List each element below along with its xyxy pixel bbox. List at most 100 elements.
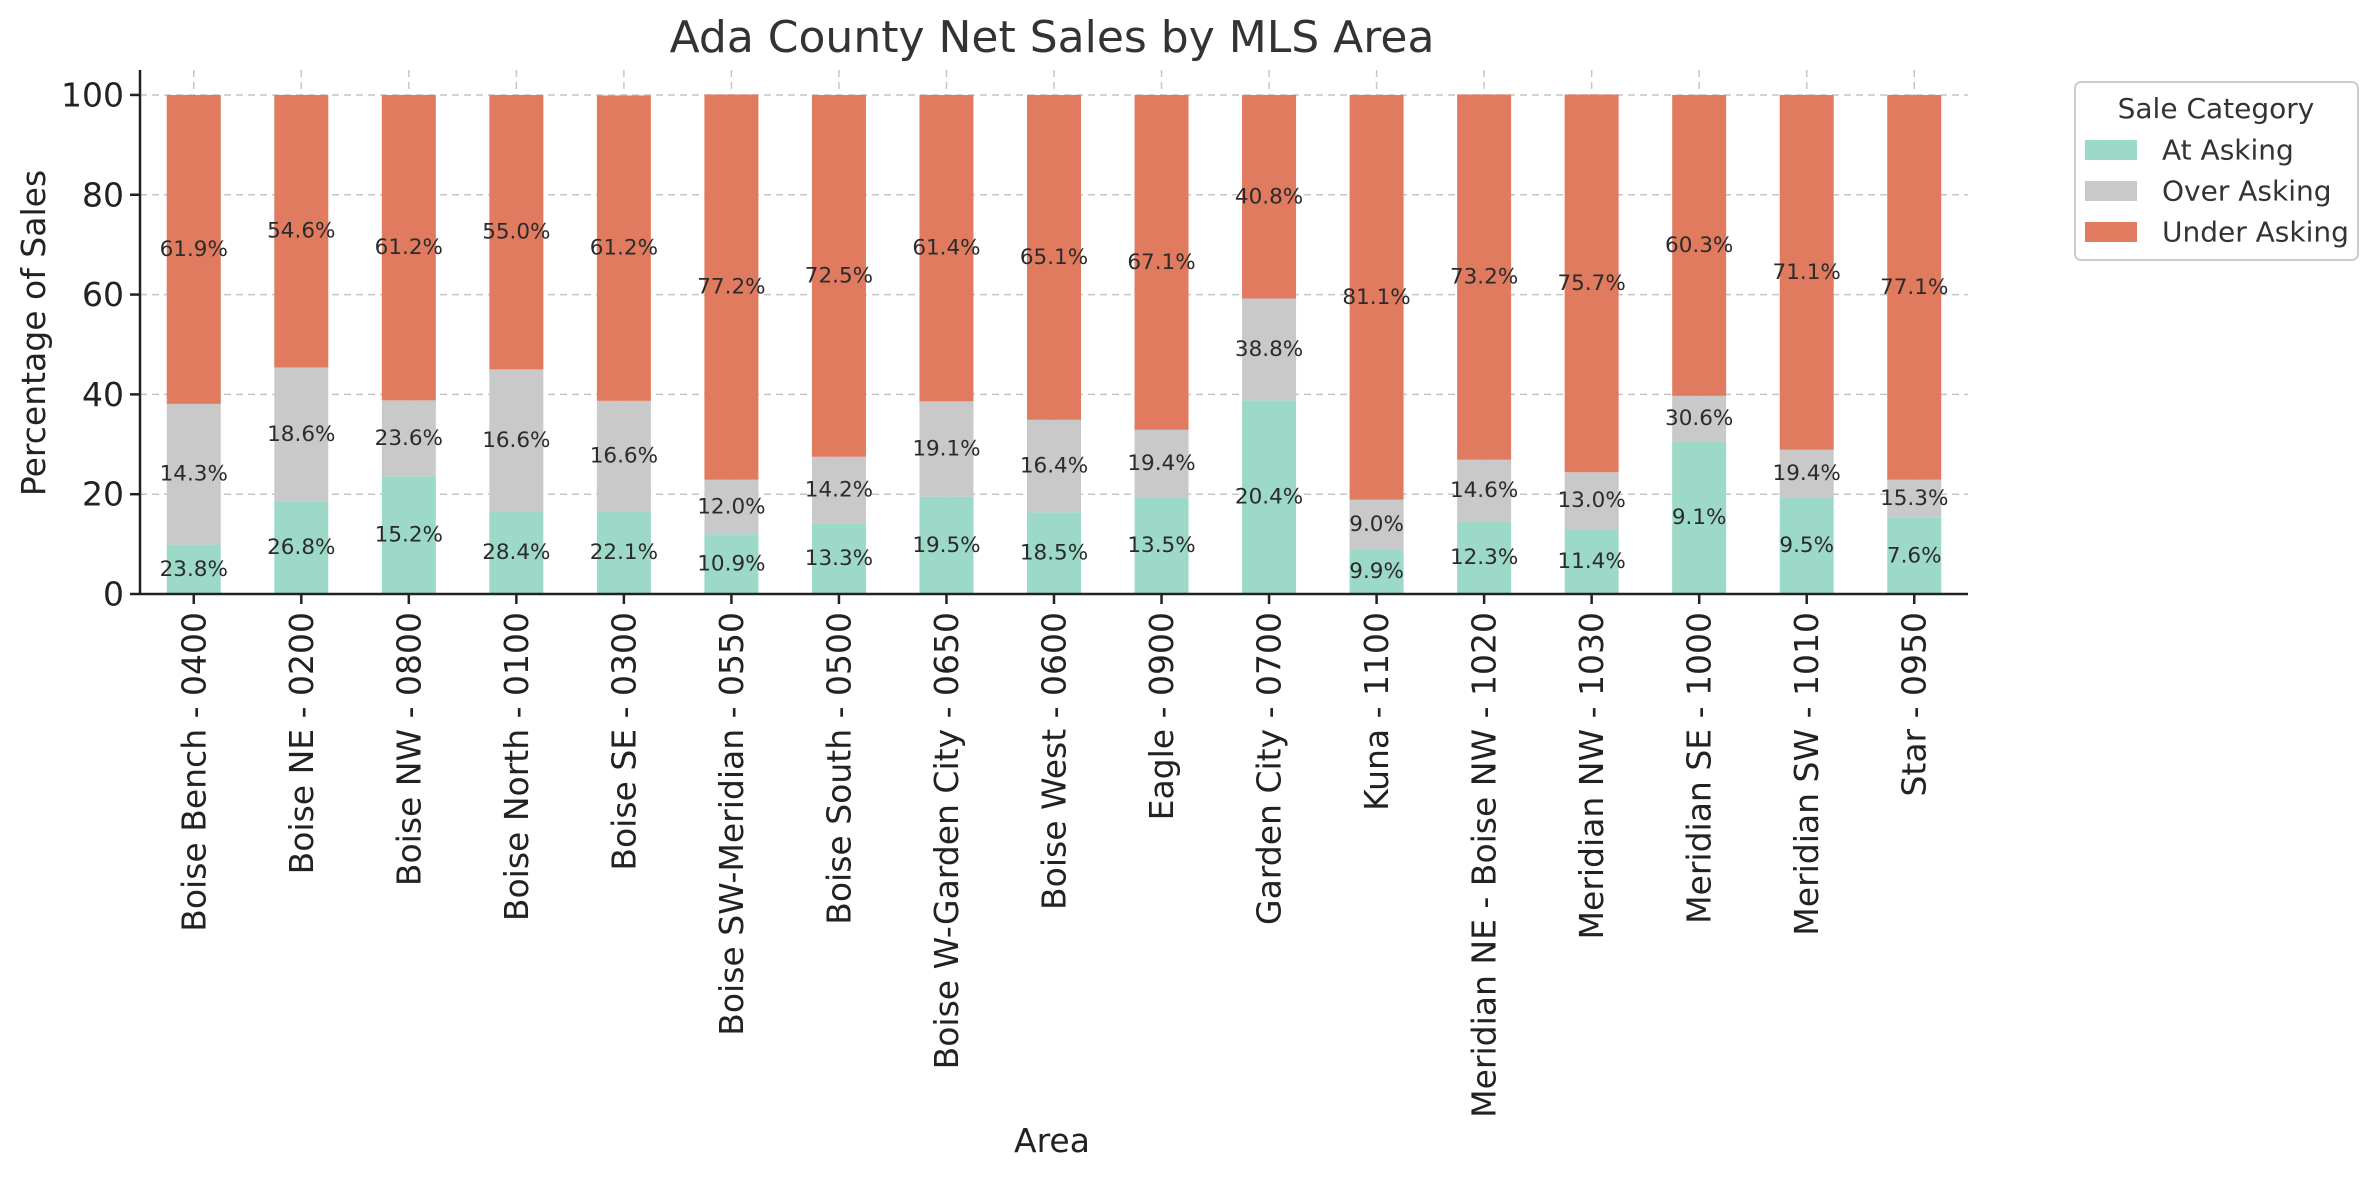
data-label: 15.3%	[1880, 486, 1948, 511]
legend-items: At Asking Over Asking Under Asking	[2085, 134, 2349, 249]
bar-segment-at-asking	[1457, 521, 1512, 594]
bar-segment-over-asking	[166, 403, 221, 545]
data-label: 61.9%	[160, 237, 228, 262]
data-label: 9.9%	[1349, 559, 1404, 584]
bar-segment-over-asking	[1457, 459, 1512, 522]
legend-entry-label: Over Asking	[2162, 175, 2332, 208]
bar-segment-at-asking	[811, 523, 866, 594]
legend-swatch	[2085, 181, 2137, 201]
bar-segment-over-asking	[1134, 429, 1189, 498]
bar-segment-under-asking	[704, 94, 759, 480]
data-label: 13.5%	[1127, 533, 1195, 558]
y-tick-label: 40	[82, 375, 124, 414]
bar-segment-at-asking	[1027, 512, 1081, 594]
bar-segment-under-asking	[1349, 94, 1404, 500]
bar-segment-under-asking	[381, 94, 436, 401]
data-label: 54.6%	[267, 219, 335, 244]
data-label: 13.0%	[1557, 488, 1625, 513]
data-label: 23.8%	[160, 557, 228, 582]
legend-frame	[2074, 81, 2359, 261]
bar-segment-at-asking	[1564, 529, 1619, 594]
x-tick-label: Boise West - 0600	[1035, 612, 1074, 910]
data-label: 16.4%	[1020, 453, 1088, 478]
data-label: 19.4%	[1127, 451, 1195, 476]
data-label: 81.1%	[1342, 285, 1410, 310]
y-axis-label: Percentage of Sales	[14, 170, 53, 496]
data-labels-layer: 23.8% 14.3% 61.9% 26.8% 18.6% 54.6% 15.2% 23.6%…	[160, 184, 1949, 584]
data-label: 61.4%	[912, 236, 980, 261]
bar-segment-under-asking	[1779, 94, 1834, 450]
bar-segment-under-asking	[811, 94, 866, 457]
x-tick-label: Eagle - 0900	[1142, 612, 1181, 820]
data-label: 18.6%	[267, 422, 335, 447]
data-label: 7.6%	[1887, 543, 1942, 568]
x-tick-label: Boise W-Garden City - 0650	[927, 612, 966, 1069]
x-tick-label: Boise Bench - 0400	[174, 612, 213, 932]
data-label: 16.6%	[482, 428, 550, 453]
bar-segment-over-asking	[1242, 298, 1297, 401]
bar-segment-under-asking	[1242, 94, 1297, 299]
bar-segment-at-asking	[1349, 549, 1404, 594]
x-tick-label: Star - 0950	[1895, 612, 1934, 797]
x-tick-label: Boise South - 0500	[819, 612, 858, 925]
bar-segment-at-asking	[919, 496, 974, 594]
legend-title: Sale Category	[2118, 92, 2315, 125]
data-label: 15.2%	[375, 523, 443, 548]
data-label: 20.4%	[1235, 485, 1303, 510]
x-tick-label: Boise NW - 0800	[389, 612, 428, 886]
legend-swatch	[2085, 222, 2137, 242]
bar-segment-under-asking	[274, 94, 329, 368]
x-tick-label: Boise SW-Meridian - 0550	[712, 612, 751, 1036]
data-label: 9.1%	[1672, 505, 1727, 530]
legend-swatch	[2085, 140, 2137, 160]
bar-segment-over-asking	[489, 369, 544, 512]
data-label: 11.4%	[1557, 549, 1625, 574]
bar-segment-over-asking	[381, 400, 436, 477]
legend-entry-label: At Asking	[2162, 134, 2294, 167]
bar-segment-at-asking	[381, 476, 436, 594]
bar-segment-at-asking	[1134, 497, 1189, 594]
data-label: 77.1%	[1880, 275, 1948, 300]
data-label: 71.1%	[1773, 260, 1841, 285]
y-tick-label: 20	[82, 475, 124, 514]
bar-segment-over-asking	[1779, 449, 1834, 498]
bar-segment-over-asking	[1027, 419, 1081, 513]
legend-entry-label: Under Asking	[2162, 216, 2349, 249]
bar-segment-at-asking	[166, 544, 221, 594]
data-label: 40.8%	[1235, 184, 1303, 209]
bar-segment-under-asking	[166, 94, 221, 404]
data-label: 26.8%	[267, 535, 335, 560]
bar-segment-at-asking	[1887, 517, 1942, 594]
bar-segment-at-asking	[1242, 400, 1297, 594]
bar-segment-over-asking	[596, 400, 651, 512]
x-tick-label: Boise NE - 0200	[282, 612, 321, 874]
data-label: 9.5%	[1779, 533, 1834, 558]
y-tick-label: 80	[82, 175, 124, 214]
data-label: 77.2%	[697, 275, 765, 300]
data-label: 65.1%	[1020, 245, 1088, 270]
data-label: 12.0%	[697, 494, 765, 519]
bar-segment-under-asking	[596, 95, 651, 401]
bar-segment-at-asking	[489, 511, 544, 594]
y-tick-label: 100	[61, 75, 124, 114]
data-label: 16.6%	[590, 444, 658, 469]
data-label: 9.0%	[1349, 512, 1404, 537]
data-label: 30.6%	[1665, 406, 1733, 431]
data-label: 14.6%	[1450, 478, 1518, 503]
data-label: 13.3%	[805, 546, 873, 571]
bar-segment-over-asking	[1672, 395, 1727, 442]
data-label: 67.1%	[1127, 250, 1195, 275]
x-tick-label: Meridian NW - 1030	[1572, 612, 1611, 939]
bar-segment-over-asking	[919, 401, 974, 497]
data-label: 12.3%	[1450, 545, 1518, 570]
data-label: 38.8%	[1235, 337, 1303, 362]
legend: Sale Category At Asking Over Asking Under …	[2074, 81, 2359, 261]
data-label: 10.9%	[697, 552, 765, 577]
x-tick-label: Boise SE - 0300	[604, 612, 643, 871]
bar-segment-under-asking	[1887, 94, 1942, 480]
x-tick-label: Garden City - 0700	[1250, 612, 1289, 925]
bar-segment-over-asking	[274, 367, 329, 502]
data-label: 18.5%	[1020, 541, 1088, 566]
data-label: 19.1%	[912, 437, 980, 462]
